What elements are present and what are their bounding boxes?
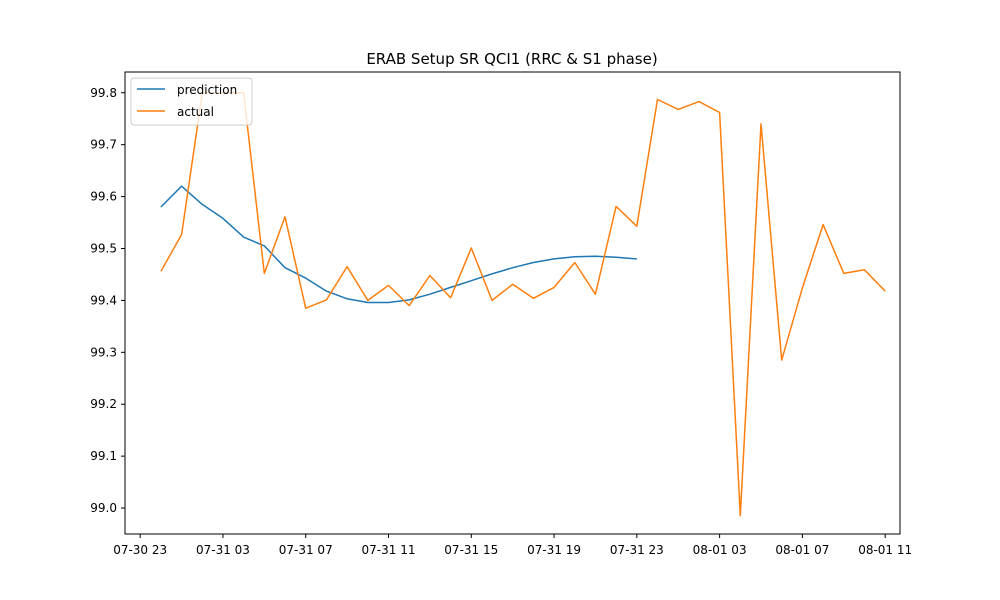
y-tick-label: 99.7: [90, 138, 117, 152]
plot-frame: [124, 71, 901, 535]
x-tick-label: 07-31 03: [196, 543, 250, 557]
y-tick-label: 99.6: [90, 190, 117, 204]
x-tick-label: 08-01 07: [775, 543, 829, 557]
x-tick-label: 08-01 03: [693, 543, 747, 557]
series-layer: [160, 92, 886, 517]
x-tick-label: 07-30 23: [113, 543, 167, 557]
x-tick-label: 07-31 15: [444, 543, 498, 557]
chart-title: ERAB Setup SR QCI1 (RRC & S1 phase): [366, 50, 657, 68]
y-tick-label: 99.0: [90, 501, 117, 515]
x-axis: 07-30 23 07-31 03 07-31 07 07-31 11 07-31 15…: [113, 534, 912, 557]
x-tick-label: 07-31 23: [610, 543, 664, 557]
series-line-actual: [160, 92, 886, 517]
legend-label-actual: actual: [177, 105, 214, 119]
x-tick-label: 07-31 11: [362, 543, 416, 557]
y-tick-label: 99.1: [90, 449, 117, 463]
legend: prediction actual: [130, 77, 253, 126]
series-line-prediction: [160, 185, 637, 304]
x-tick-label: 07-31 19: [527, 543, 581, 557]
y-tick-label: 99.2: [90, 397, 117, 411]
y-axis: 99.0 99.1 99.2 99.3 99.4 99.5 99.6 99.7 99.8: [90, 86, 125, 515]
y-tick-label: 99.4: [90, 293, 117, 307]
y-tick-label: 99.3: [90, 345, 117, 359]
x-tick-label: 08-01 11: [858, 543, 912, 557]
legend-label-prediction: prediction: [177, 83, 237, 97]
x-tick-label: 07-31 07: [279, 543, 333, 557]
y-tick-label: 99.5: [90, 241, 117, 255]
y-tick-label: 99.8: [90, 86, 117, 100]
